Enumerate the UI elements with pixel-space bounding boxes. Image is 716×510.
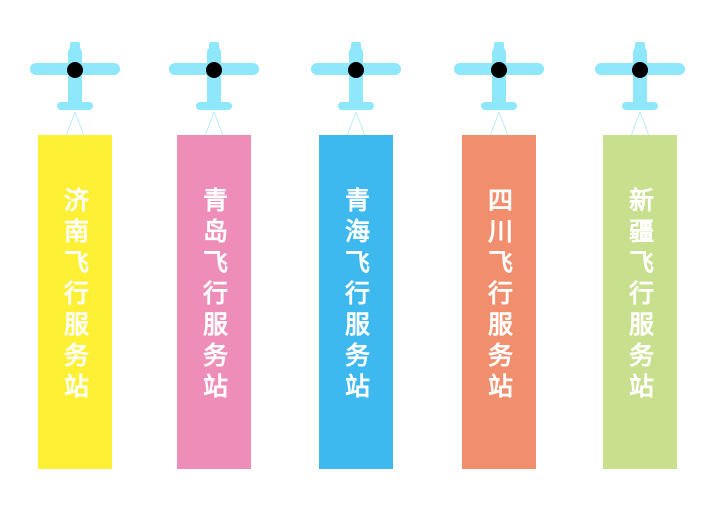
propeller-hub [491,62,507,78]
station-banner: 新疆飞行服务站 [603,135,677,469]
plane-tailplane [196,102,232,110]
airplane-icon [169,42,259,110]
plane-tailplane [338,102,374,110]
propeller-hub [206,62,222,78]
airplane-icon [454,42,544,110]
station-banner: 青岛飞行服务站 [177,135,251,469]
hanging-string [204,112,224,136]
station-label: 青岛飞行服务站 [199,187,229,404]
airplane-icon [311,42,401,110]
station-label: 四川飞行服务站 [484,187,514,404]
plane-tailplane [481,102,517,110]
hanging-string [630,112,650,136]
hanging-string [65,112,85,136]
station-qingdao: 青岛飞行服务站 [144,0,284,510]
hanging-string [346,112,366,136]
station-label: 新疆飞行服务站 [625,187,655,404]
station-banner: 青海飞行服务站 [319,135,393,469]
station-sichuan: 四川飞行服务站 [429,0,569,510]
station-banner: 济南飞行服务站 [38,135,112,469]
airplane-icon [595,42,685,110]
station-label: 济南飞行服务站 [60,187,90,404]
airplane-icon [30,42,120,110]
station-xinjiang: 新疆飞行服务站 [570,0,710,510]
propeller-hub [67,62,83,78]
station-jinan: 济南飞行服务站 [5,0,145,510]
station-qinghai: 青海飞行服务站 [286,0,426,510]
plane-tailplane [57,102,93,110]
hanging-string [489,112,509,136]
plane-tailplane [622,102,658,110]
station-label: 青海飞行服务站 [341,187,371,404]
station-banner: 四川飞行服务站 [462,135,536,469]
propeller-hub [632,62,648,78]
propeller-hub [348,62,364,78]
